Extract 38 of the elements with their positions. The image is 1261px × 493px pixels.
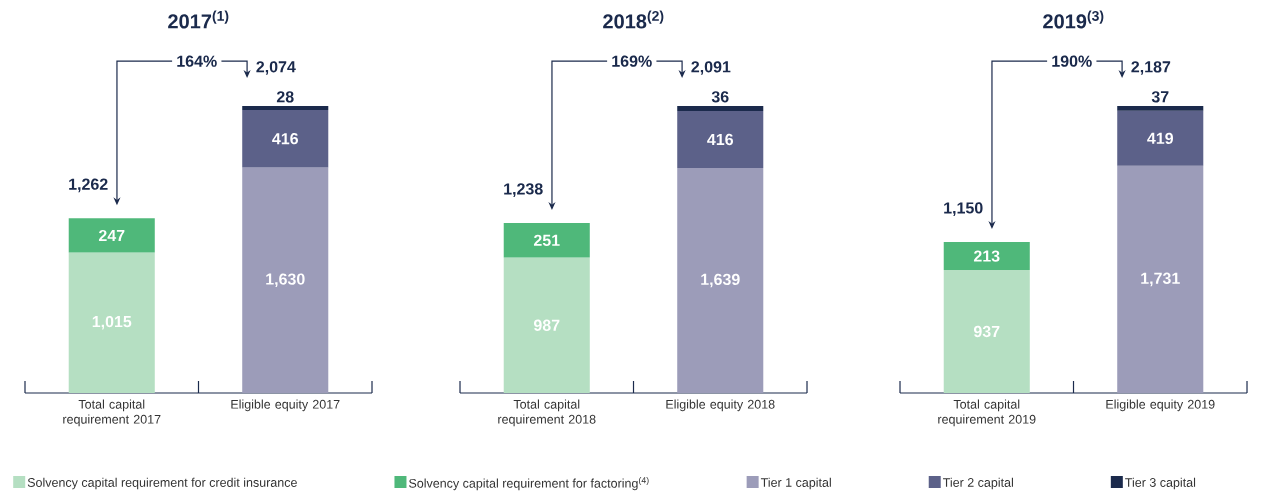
data-label: 987 — [533, 319, 560, 331]
data-label: 28 — [276, 91, 294, 103]
x-tick-label: Eligible equity 2018 — [666, 399, 775, 412]
chart-title: 2018$^{(2)}$ — [603, 10, 664, 29]
data-label: 416 — [707, 133, 734, 146]
legend-label: Solvency capital requirement for credit insurance — [27, 477, 297, 490]
data-label: 213 — [973, 250, 1000, 262]
text: 164% — [177, 55, 217, 67]
legend-label: Solvency capital requirement for factoring$^{(4)}$ — [409, 476, 649, 491]
chart-title: 2017$^{(1)}$ — [168, 10, 229, 29]
total-label: 1,238 — [504, 183, 543, 197]
total-label: 2,074 — [256, 61, 296, 75]
chart-title: 2019$^{(3)}$ — [1043, 10, 1104, 29]
data-label: 36 — [711, 91, 729, 103]
text: 169% — [612, 55, 652, 67]
data-label: 1,630 — [266, 273, 305, 288]
data-label: 247 — [98, 229, 125, 242]
text: 190% — [1052, 55, 1092, 67]
data-label: 937 — [973, 325, 1000, 338]
x-tick-label: Total capital requirement 2018 — [498, 399, 596, 427]
total-label: 2,187 — [1131, 61, 1171, 75]
x-tick-label: Total capital requirement 2017 — [63, 399, 161, 427]
total-label: 1,150 — [944, 202, 983, 216]
x-tick-label: Total capital requirement 2019 — [938, 399, 1036, 427]
legend-label: Tier 3 capital — [1125, 477, 1196, 490]
data-label: 1,015 — [92, 315, 132, 330]
x-tick-label: Eligible equity 2017 — [231, 399, 340, 412]
data-label: 416 — [272, 133, 299, 145]
legend-label: Tier 2 capital — [943, 477, 1013, 490]
data-label: 419 — [1147, 132, 1173, 145]
x-tick-label: Eligible equity 2019 — [1106, 399, 1215, 412]
total-label: 1,262 — [69, 178, 108, 193]
data-label: 1,639 — [701, 273, 740, 288]
legend-label: Tier 1 capital — [760, 477, 831, 490]
data-label: 37 — [1151, 91, 1169, 103]
data-label: 251 — [533, 234, 560, 246]
data-label: 1,731 — [1141, 272, 1180, 287]
total-label: 2,091 — [691, 61, 731, 75]
